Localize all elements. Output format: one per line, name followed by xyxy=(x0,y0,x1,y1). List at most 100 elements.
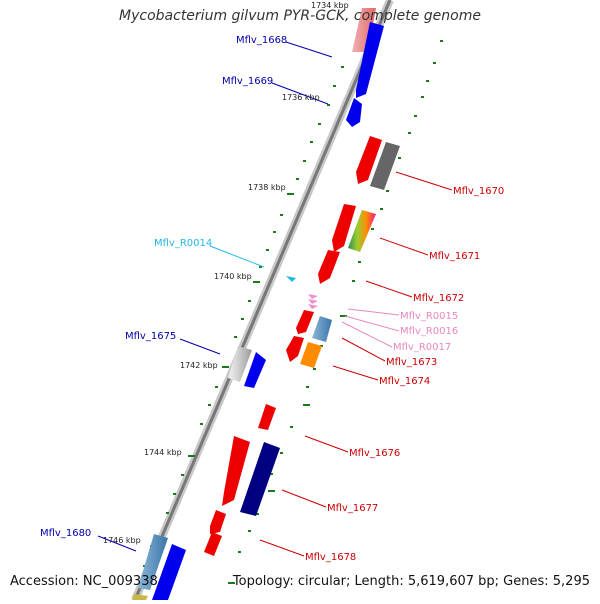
label-mflv-1672: Mflv_1672 xyxy=(413,293,464,304)
leader-1678 xyxy=(259,539,305,557)
tick-dot xyxy=(318,123,321,125)
tick-dot xyxy=(256,513,259,515)
tick-major xyxy=(287,193,294,195)
leader-1673 xyxy=(341,337,386,362)
tick-dot xyxy=(248,300,251,302)
scale-1742: 1742 kbp xyxy=(180,361,218,370)
genome-summary-text: Topology: circular; Length: 5,619,607 bp… xyxy=(232,574,590,589)
label-mflv-r0017: Mflv_R0017 xyxy=(393,342,451,353)
tick-dot xyxy=(280,214,283,216)
leader-1670 xyxy=(395,171,453,191)
backbone-inner xyxy=(133,0,392,601)
leader-r0015 xyxy=(347,308,400,316)
tick-dot xyxy=(143,565,146,567)
tick-dot xyxy=(303,160,306,162)
tick-dot xyxy=(273,231,276,233)
tick-dot xyxy=(166,512,169,514)
tick-major xyxy=(303,404,310,406)
gene-1668 xyxy=(356,22,384,98)
tick-dot xyxy=(380,208,383,210)
label-mflv-r0015: Mflv_R0015 xyxy=(400,311,458,322)
gene-gold xyxy=(132,594,148,600)
leader-1668 xyxy=(285,41,333,58)
leader-r0017 xyxy=(341,321,393,348)
tick-dot xyxy=(266,249,269,251)
scale-1738: 1738 kbp xyxy=(248,183,286,192)
label-mflv-r0014: Mflv_R0014 xyxy=(154,238,212,249)
tick-dot xyxy=(270,473,273,475)
outer-tick-ring xyxy=(228,40,443,584)
label-mflv-r0016: Mflv_R0016 xyxy=(400,326,458,337)
gene-red-d xyxy=(286,336,304,362)
gene-1669 xyxy=(346,98,362,127)
gene-red-c xyxy=(296,310,314,334)
gene-blue-e xyxy=(244,352,266,388)
label-mflv-1673: Mflv_1673 xyxy=(386,357,437,368)
tick-dot xyxy=(280,452,283,454)
tick-dot xyxy=(426,80,429,82)
leader-1671 xyxy=(379,237,429,256)
gene-red-a xyxy=(356,136,382,184)
gene-1671 xyxy=(348,210,376,252)
gene-r0017 xyxy=(308,304,318,309)
tick-dot xyxy=(310,141,313,143)
tick-dot xyxy=(259,266,262,268)
gene-red-g xyxy=(210,510,226,534)
tick-dot xyxy=(306,386,309,388)
gene-1674 xyxy=(300,342,322,368)
tick-dot xyxy=(296,178,299,180)
scale-1746: 1746 kbp xyxy=(103,536,141,545)
tick-dot xyxy=(200,423,203,425)
tick-major xyxy=(228,582,235,584)
leader-1675 xyxy=(179,338,221,355)
scale-1734: 1734 kbp xyxy=(311,1,349,10)
leader-1676 xyxy=(304,435,349,453)
gene-1678 xyxy=(204,532,222,556)
label-mflv-1668: Mflv_1668 xyxy=(236,35,287,46)
tick-dot xyxy=(386,190,389,192)
leader-1677 xyxy=(281,489,327,508)
gene-red-f xyxy=(222,436,250,506)
label-mflv-1676: Mflv_1676 xyxy=(349,448,400,459)
tick-major xyxy=(188,455,195,457)
tick-dot xyxy=(408,132,411,134)
gene-1676 xyxy=(258,404,276,430)
leader-r0014 xyxy=(209,245,265,268)
tick-dot xyxy=(371,228,374,230)
label-mflv-1674: Mflv_1674 xyxy=(379,376,430,387)
gene-features xyxy=(132,8,400,600)
tick-dot xyxy=(327,104,330,106)
tick-dot xyxy=(313,368,316,370)
tick-dot xyxy=(290,426,293,428)
label-mflv-1680: Mflv_1680 xyxy=(40,528,91,539)
tick-dot xyxy=(241,318,244,320)
gene-1675 xyxy=(228,346,252,382)
gene-1672 xyxy=(318,250,340,284)
tick-major xyxy=(268,490,275,492)
tick-dot xyxy=(208,404,211,406)
tick-dot xyxy=(358,261,361,263)
tick-dot xyxy=(433,62,436,64)
gene-1680 xyxy=(138,534,168,590)
gene-blue-h xyxy=(152,544,186,600)
label-mflv-1670: Mflv_1670 xyxy=(453,186,504,197)
tick-dot xyxy=(352,280,355,282)
scale-1740: 1740 kbp xyxy=(214,272,252,281)
scale-1736: 1736 kbp xyxy=(282,93,320,102)
leader-1680 xyxy=(97,535,137,552)
tick-dot xyxy=(173,493,176,495)
tick-dot xyxy=(414,115,417,117)
leader-r0016 xyxy=(344,315,400,332)
tick-dot xyxy=(215,386,218,388)
label-mflv-1677: Mflv_1677 xyxy=(327,503,378,514)
accession-text: Accession: NC_009338 xyxy=(10,574,158,589)
gene-red-b xyxy=(332,204,356,252)
tick-dot xyxy=(440,40,443,42)
tick-dot xyxy=(398,157,401,159)
tick-dot xyxy=(421,96,424,98)
label-mflv-1669: Mflv_1669 xyxy=(222,76,273,87)
leader-1669 xyxy=(271,82,329,105)
leader-lines xyxy=(97,41,453,557)
